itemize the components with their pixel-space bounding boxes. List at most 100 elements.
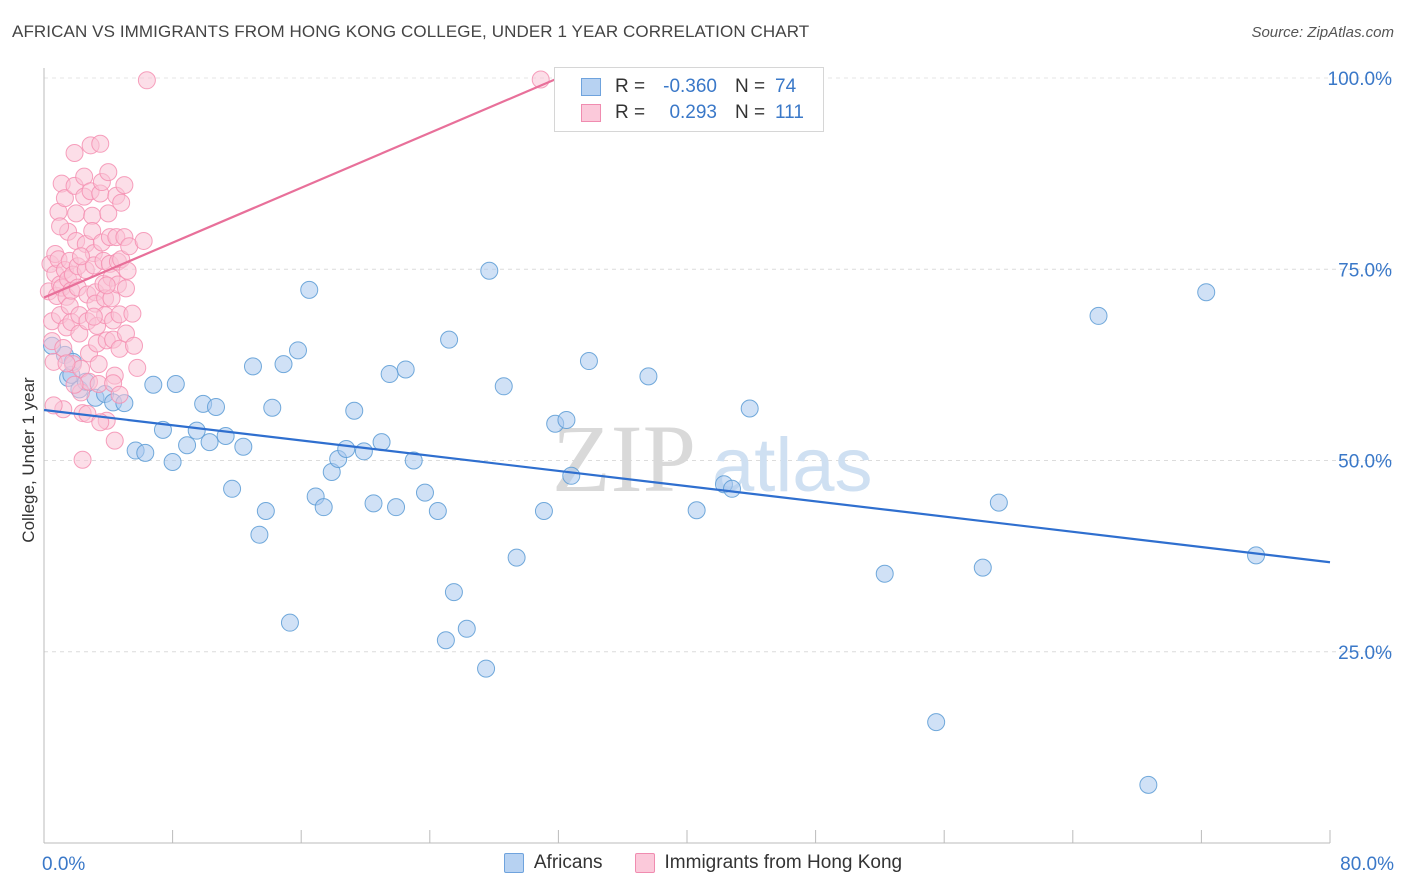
data-point (288, 341, 307, 360)
data-point (280, 613, 299, 632)
data-point (144, 375, 163, 394)
axes (43, 68, 1331, 844)
data-point (112, 193, 131, 212)
data-point (123, 304, 142, 323)
legend-r-label: R = (615, 76, 646, 97)
data-point (579, 352, 598, 371)
data-point (51, 217, 70, 236)
legend-n-label: N = (735, 76, 766, 97)
series-label-africans: Africans (533, 852, 603, 873)
data-point (187, 421, 206, 440)
data-point (115, 176, 134, 195)
legend-row-africans: R = -0.360 N = 74 (581, 75, 796, 99)
data-point (55, 189, 74, 208)
series-legend-hongkong[interactable]: Immigrants from Hong Kong (634, 852, 902, 874)
data-point (354, 442, 373, 461)
data-point (136, 443, 155, 462)
data-point (973, 558, 992, 577)
series-legend: Africans Immigrants from Hong Kong (0, 852, 1406, 874)
series-legend-africans[interactable]: Africans (503, 852, 603, 874)
data-point (477, 659, 496, 678)
data-points (39, 70, 1266, 794)
legend-n-label: N = (735, 102, 766, 123)
data-point (387, 498, 406, 517)
data-point (337, 440, 356, 459)
data-point (380, 365, 399, 384)
legend-row-hongkong: R = 0.293 N = 111 (581, 101, 804, 125)
data-point (207, 397, 226, 416)
data-point (250, 525, 269, 544)
correlation-legend: R = -0.360 N = 74 R = 0.293 N = 111 (554, 67, 824, 132)
y-tick-label: 100.0% (1328, 69, 1393, 90)
data-point (54, 339, 73, 358)
data-point (178, 436, 197, 455)
data-point (687, 501, 706, 520)
x-max-label: 80.0% (1340, 854, 1394, 875)
data-point (1247, 546, 1266, 565)
data-point (83, 206, 102, 225)
data-point (234, 437, 253, 456)
data-point (557, 410, 576, 429)
data-point (494, 377, 513, 396)
data-point (1089, 306, 1108, 325)
data-point (71, 247, 90, 266)
data-point (65, 375, 84, 394)
y-tick-label: 50.0% (1338, 452, 1392, 473)
data-point (99, 204, 118, 223)
data-point (562, 466, 581, 485)
data-point (99, 163, 118, 182)
axis-labels: 25.0% 50.0% 75.0% 100.0% 0.0% 80.0% College, U… (19, 69, 1394, 875)
data-point (927, 713, 946, 732)
data-point (73, 450, 92, 469)
data-point (84, 307, 103, 326)
data-point (480, 261, 499, 280)
data-point (137, 71, 156, 90)
watermark-zip: ZIP (552, 405, 696, 512)
trend-lines (43, 76, 1331, 564)
series-swatch-hongkong (634, 853, 655, 873)
data-point (534, 501, 553, 520)
data-point (639, 367, 658, 386)
data-point (415, 483, 434, 502)
chart-title: AFRICAN VS IMMIGRANTS FROM HONG KONG COL… (12, 22, 810, 41)
series-africans (43, 261, 1266, 794)
data-point (274, 355, 293, 374)
data-point (67, 204, 86, 223)
data-point (507, 548, 526, 567)
data-point (110, 385, 129, 404)
data-point (457, 619, 476, 638)
legend-n-value: 74 (775, 76, 797, 97)
data-point (723, 479, 742, 498)
data-point (428, 501, 447, 520)
data-point (163, 453, 182, 472)
legend-swatch-africans (581, 78, 601, 96)
x-min-label: 0.0% (42, 854, 85, 875)
legend-r-value: 0.293 (669, 102, 717, 123)
y-tick-label: 75.0% (1338, 260, 1392, 281)
legend-n-value: 111 (775, 102, 804, 123)
data-point (91, 134, 110, 153)
watermark: ZIP atlas (552, 405, 873, 512)
series-swatch-africans (503, 853, 524, 873)
data-point (128, 358, 147, 377)
data-point (989, 493, 1008, 512)
data-point (57, 354, 76, 373)
y-tick-label: 25.0% (1338, 643, 1392, 664)
data-point (65, 143, 84, 162)
data-point (372, 433, 391, 452)
trend-line-hongkong (43, 76, 559, 299)
data-point (243, 357, 262, 376)
source-label: Source: ZipAtlas.com (1251, 24, 1394, 41)
data-point (300, 280, 319, 299)
legend-r-value: -0.360 (663, 76, 717, 97)
data-point (875, 564, 894, 583)
legend-swatch-hongkong (581, 104, 601, 122)
data-point (740, 399, 759, 418)
data-point (404, 451, 423, 470)
legend-r-label: R = (615, 102, 646, 123)
data-point (223, 479, 242, 498)
data-point (125, 336, 144, 355)
data-point (444, 583, 463, 602)
data-point (1197, 283, 1216, 302)
